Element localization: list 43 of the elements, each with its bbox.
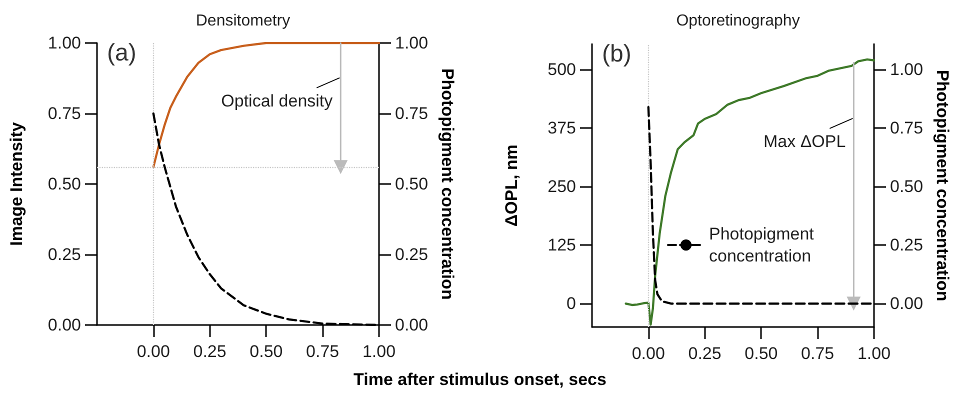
chart-title: Densitometry <box>196 12 290 30</box>
y2-tick-label: 0.50 <box>395 174 428 194</box>
y-tick-label: 0.25 <box>48 245 81 264</box>
x-axis-title: Time after stimulus onset, secs <box>352 370 608 390</box>
legend-label: Photopigment concentration <box>709 224 819 266</box>
y-axis-title: Image Intensity <box>7 122 26 246</box>
x-tick-label: 1.00 <box>362 342 396 361</box>
y-tick-label: 0.50 <box>48 174 81 194</box>
y2-axis-title: Photopigment concentration <box>438 68 457 300</box>
chart-title: Optoretinography <box>676 12 800 30</box>
x-tick-label: 0.75 <box>306 342 340 361</box>
annotation: Max ΔOPL <box>763 132 846 151</box>
y2-tick-label: 0.75 <box>395 104 428 123</box>
x-tick-label: 0.00 <box>136 342 170 361</box>
y-tick-label: 250 <box>548 177 576 196</box>
x-tick-label: 0.50 <box>744 344 778 363</box>
y2-tick-label: 1.00 <box>395 34 428 52</box>
y-axis-title: ΔOPL, nm <box>502 144 521 227</box>
y2-tick-label: 0.50 <box>890 177 924 196</box>
y2-axis-title: Photopigment concentration <box>933 70 952 302</box>
annotation: Optical density <box>221 91 334 110</box>
y2-tick-label: 0.75 <box>890 118 924 138</box>
y2-tick-label: 1.00 <box>890 60 924 80</box>
y2-tick-label: 0.00 <box>395 316 428 334</box>
y-tick-label: 0 <box>566 294 576 314</box>
y2-tick-label: 0.25 <box>395 245 428 264</box>
x-tick-label: 0.25 <box>193 342 226 361</box>
line-series <box>152 42 380 168</box>
x-tick-label: 0.25 <box>688 344 722 363</box>
annotation: (b) <box>602 40 632 68</box>
y-tick-label: 0.75 <box>48 104 81 123</box>
y-tick-label: 375 <box>548 118 576 138</box>
y-tick-label: 125 <box>548 236 576 255</box>
y-tick-label: 1.00 <box>48 34 81 52</box>
x-tick-label: 1.00 <box>857 344 891 363</box>
y-tick-label: 500 <box>548 60 576 80</box>
y-tick-label: 0.00 <box>48 316 81 334</box>
y2-tick-label: 0.25 <box>890 236 924 255</box>
x-tick-label: 0.00 <box>632 344 665 363</box>
x-tick-label: 0.75 <box>801 344 834 363</box>
annotation: (a) <box>107 40 136 66</box>
y2-tick-label: 0.00 <box>890 294 924 314</box>
x-tick-label: 0.50 <box>250 342 283 361</box>
